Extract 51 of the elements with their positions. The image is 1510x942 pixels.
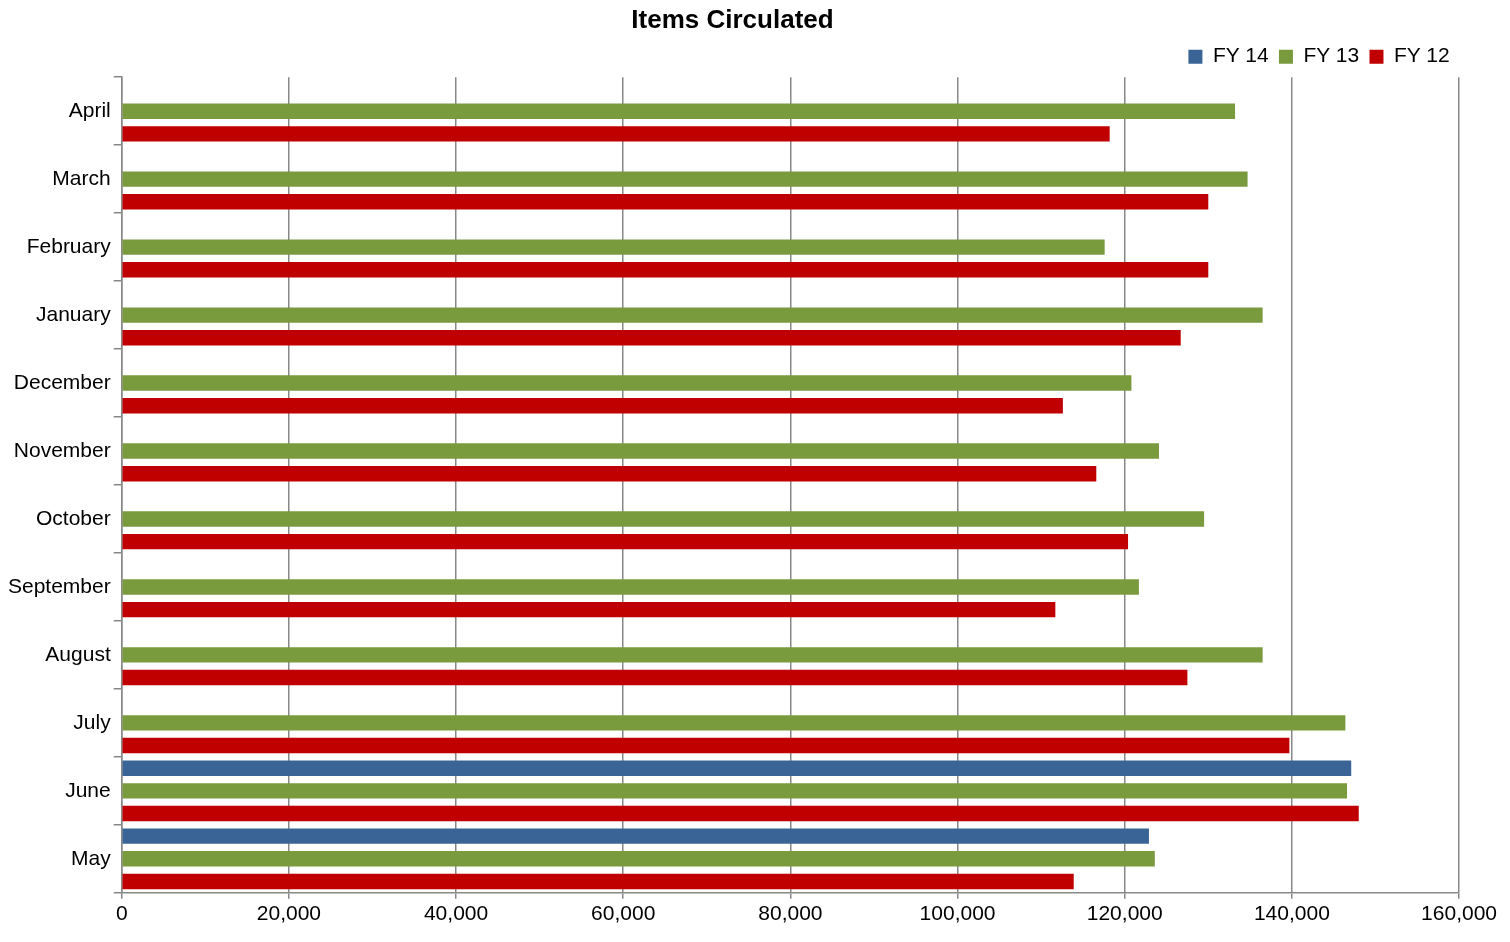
- legend-label: FY 13: [1303, 43, 1360, 67]
- bar: [122, 805, 1359, 822]
- bar: [122, 307, 1263, 323]
- x-tick-label: 160,000: [1421, 901, 1498, 925]
- y-tick-label: December: [13, 369, 111, 393]
- bar: [122, 669, 1188, 686]
- bar: [122, 239, 1105, 255]
- y-tick-label: January: [36, 301, 112, 325]
- legend-label: FY 14: [1212, 43, 1269, 67]
- y-tick-label: November: [13, 437, 111, 461]
- y-tick-label: May: [71, 845, 112, 869]
- y-tick-label: September: [7, 573, 111, 597]
- bar: [122, 533, 1129, 550]
- bar: [122, 828, 1149, 844]
- y-tick-label: April: [68, 97, 111, 121]
- y-tick-label: February: [26, 233, 112, 257]
- x-tick-label: 140,000: [1253, 901, 1330, 925]
- bar: [122, 398, 1063, 414]
- bar: [122, 465, 1097, 482]
- bar: [122, 443, 1159, 459]
- bar: [122, 647, 1263, 663]
- x-tick-label: 60,000: [591, 901, 656, 925]
- y-tick-label: June: [65, 777, 111, 801]
- bar: [122, 171, 1248, 187]
- bar: [122, 330, 1181, 346]
- x-tick-label: 120,000: [1086, 901, 1163, 925]
- bar: [122, 511, 1205, 527]
- y-tick-label: October: [36, 505, 111, 529]
- x-tick-label: 100,000: [919, 901, 996, 925]
- bar: [122, 873, 1074, 890]
- bar: [122, 579, 1139, 595]
- bar: [122, 851, 1155, 867]
- bar: [122, 783, 1348, 799]
- y-tick-label: March: [52, 165, 111, 189]
- bar: [122, 103, 1236, 119]
- bar: [122, 375, 1132, 391]
- bar: [122, 601, 1056, 618]
- bar: [122, 194, 1209, 210]
- y-tick-label: July: [73, 709, 112, 733]
- x-tick-label: 20,000: [256, 901, 322, 925]
- bar: [122, 760, 1352, 776]
- legend-label: FY 12: [1393, 43, 1450, 67]
- chart-title: Items Circulated: [631, 3, 834, 34]
- x-tick-label: 80,000: [758, 901, 823, 925]
- y-tick-label: August: [45, 641, 111, 665]
- bar: [122, 126, 1110, 142]
- x-tick-label: 40,000: [423, 901, 489, 925]
- bar: [122, 262, 1209, 278]
- x-tick-label: 0: [115, 901, 128, 925]
- bar: [122, 737, 1290, 754]
- bar: [122, 715, 1346, 731]
